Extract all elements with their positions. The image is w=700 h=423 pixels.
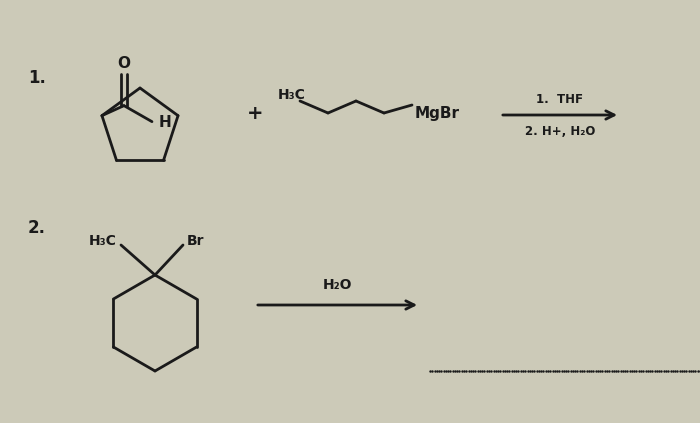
Text: 1.  THF: 1. THF xyxy=(536,93,584,105)
Text: 2.: 2. xyxy=(28,219,46,237)
Text: +: + xyxy=(246,104,263,123)
Text: H: H xyxy=(159,115,172,130)
Text: H₃C: H₃C xyxy=(89,234,117,248)
Text: Br: Br xyxy=(187,234,204,248)
Text: 2. H+, H₂O: 2. H+, H₂O xyxy=(525,124,595,137)
Text: H₃C: H₃C xyxy=(278,88,306,102)
Text: H₂O: H₂O xyxy=(322,278,351,292)
Text: MgBr: MgBr xyxy=(415,105,460,121)
Text: 1.: 1. xyxy=(28,69,46,87)
Text: O: O xyxy=(118,56,130,71)
